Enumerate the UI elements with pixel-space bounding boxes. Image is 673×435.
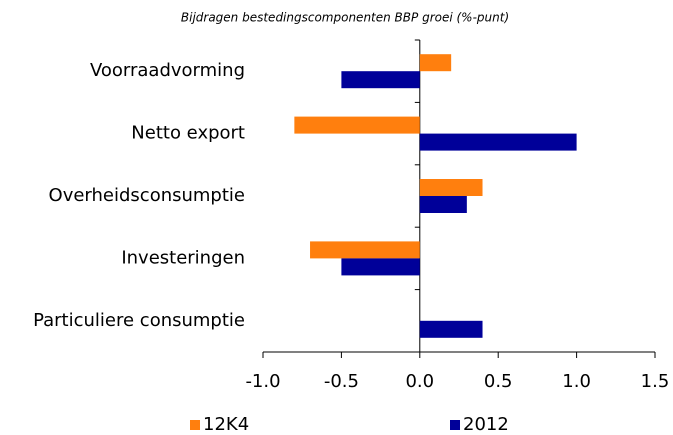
bar [294,116,420,134]
bar [419,133,577,151]
bar [341,258,420,276]
x-tick-label: 1.0 [562,371,591,392]
x-tick-label: 1.5 [641,371,670,392]
chart-title: Bijdragen bestedingscomponenten BBP groe… [181,11,509,25]
y-tick-label: Netto export [131,123,245,144]
y-tick-label: Overheidsconsumptie [49,185,245,206]
legend-swatch [450,420,460,430]
legend-label: 2012 [463,414,509,435]
x-tick-label: 0.5 [484,371,513,392]
bar [419,54,452,72]
bar [310,241,420,259]
x-tick-label: -0.5 [324,371,359,392]
x-tick-label: 0.0 [405,371,434,392]
y-tick-label: Particuliere consumptie [33,310,245,331]
bar [419,320,483,338]
bar [341,71,420,89]
bar [419,196,467,213]
legend-label: 12K4 [203,414,249,435]
y-tick-label: Investeringen [121,247,245,268]
bar [419,179,483,196]
x-tick-label: -1.0 [245,371,280,392]
y-tick-label: Voorraadvorming [90,60,245,81]
legend-swatch [190,420,200,430]
